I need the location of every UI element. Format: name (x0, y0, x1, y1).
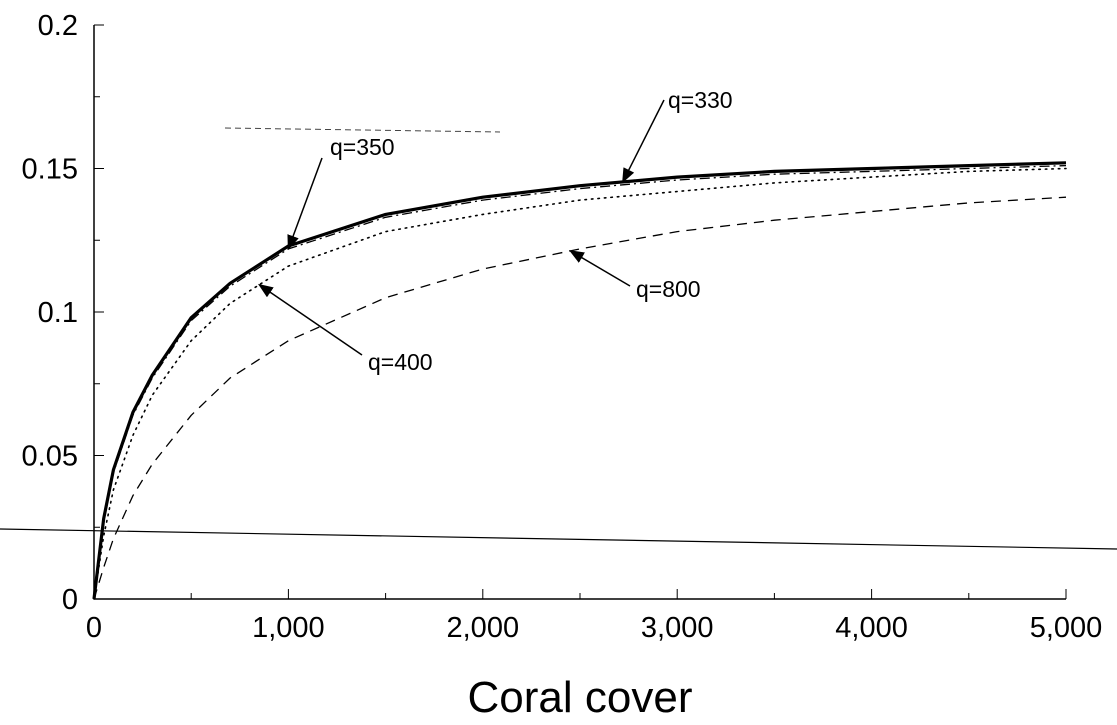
y-tick-label: 0.1 (38, 297, 78, 329)
annotation-label: q=800 (636, 276, 701, 302)
x-axis-title: Coral cover (468, 673, 693, 722)
x-tick-label: 3,000 (641, 612, 714, 644)
annotation-label: q=400 (368, 349, 433, 375)
series-line-q-800 (93, 196, 1067, 600)
axes: 0 1,000 2,000 3,000 4,000 5,000 0 0.05 0.1 0.15 0.… (22, 10, 1103, 644)
y-tick-label: 0.05 (22, 441, 78, 473)
annotation-arrow (258, 283, 363, 356)
annotations: q=330 q=350 q=400 q=800 (258, 87, 733, 375)
annotation-label: q=350 (330, 134, 395, 160)
series-layer (92, 161, 1067, 600)
x-tick-label: 2,000 (447, 612, 520, 644)
scan-artifact-line (0, 528, 1117, 550)
y-tick-label: 0.15 (22, 154, 78, 186)
series-line-q-400 (93, 167, 1067, 600)
annotation-arrow (622, 99, 665, 184)
annotation-arrow (568, 250, 631, 287)
x-tick-label: 1,000 (252, 612, 325, 644)
y-tick-label: 0 (62, 584, 78, 616)
annotation-label: q=330 (668, 87, 733, 113)
series-line-q-350 (93, 164, 1067, 600)
x-tick-label: 4,000 (835, 612, 908, 644)
y-tick-label: 0.2 (38, 10, 78, 42)
x-tick-label: 5,000 (1030, 612, 1103, 644)
series-line-q-330 (92, 161, 1067, 600)
x-tick-label: 0 (86, 612, 102, 644)
scan-artifact-line (224, 127, 501, 133)
annotation-arrow (287, 157, 323, 251)
